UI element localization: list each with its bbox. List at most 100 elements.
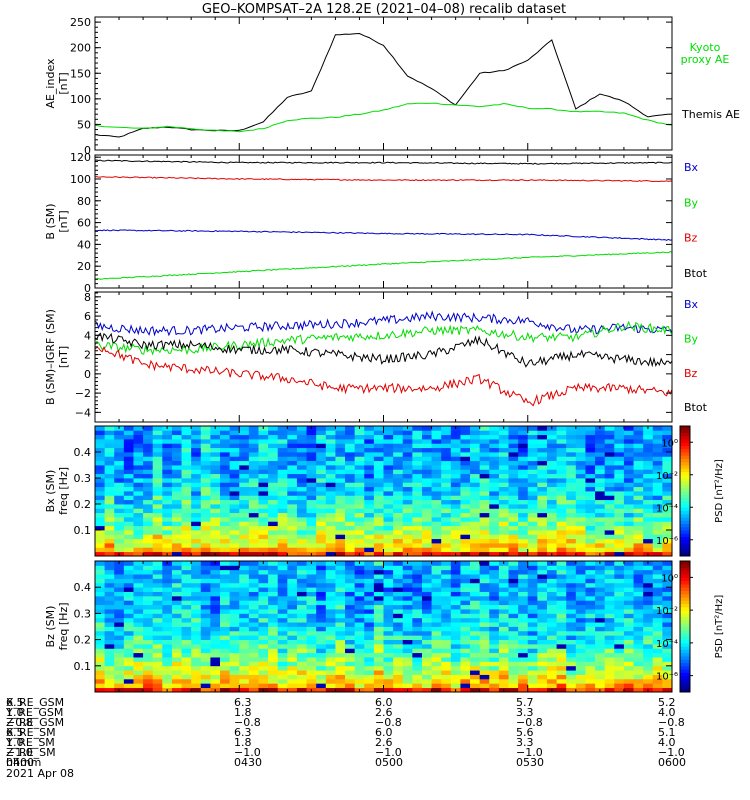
spectrogram-cell xyxy=(104,534,115,540)
spectrogram-cell xyxy=(258,626,269,632)
spectrogram-cell xyxy=(623,670,634,675)
spectrogram-cell xyxy=(239,657,250,662)
spectrogram-cell xyxy=(239,495,250,501)
spectrogram-cell xyxy=(421,609,432,614)
spectrogram-cell xyxy=(479,657,490,662)
spectrogram-cell xyxy=(306,635,317,640)
spectrogram-cell xyxy=(643,547,654,553)
spectrogram-cell xyxy=(133,504,144,509)
spectrogram-cell xyxy=(306,525,317,531)
spectrogram-cell xyxy=(393,530,404,535)
spectrogram-cell xyxy=(345,525,356,531)
y-tick-label: 0.2 xyxy=(74,498,92,511)
spectrogram-cell xyxy=(595,591,606,597)
spectrogram-cell xyxy=(498,473,509,479)
spectrogram-cell xyxy=(566,491,577,496)
spectrogram-cell xyxy=(210,495,221,501)
spectrogram-cell xyxy=(220,609,231,614)
spectrogram-cell xyxy=(133,582,144,588)
spectrogram-cell xyxy=(441,630,452,636)
spectrogram-cell xyxy=(595,613,606,619)
spectrogram-cell xyxy=(556,591,567,597)
spectrogram-cell xyxy=(614,434,625,440)
spectrogram-cell xyxy=(479,670,490,675)
spectrogram-cell xyxy=(585,447,596,453)
spectrogram-cell xyxy=(383,574,394,579)
spectrogram-cell xyxy=(498,587,509,592)
spectrogram-cell xyxy=(162,578,173,584)
spectrogram-cell xyxy=(364,434,375,440)
spectrogram-cell xyxy=(277,508,288,514)
spectrogram-cell xyxy=(325,447,336,453)
spectrogram-cell xyxy=(210,430,221,436)
colorbar-tick-label: 10⁰ xyxy=(661,573,678,584)
spectrogram-cell xyxy=(306,565,317,571)
spectrogram-cell xyxy=(604,661,615,667)
spectrogram-cell xyxy=(325,600,336,606)
spectrogram-cell xyxy=(450,648,461,654)
spectrogram-cell xyxy=(556,534,567,540)
spectrogram-cell xyxy=(248,613,259,619)
spectrogram-cell xyxy=(508,657,519,662)
spectrogram-cell xyxy=(383,447,394,453)
spectrogram-cell xyxy=(643,499,654,505)
spectrogram-cell xyxy=(325,525,336,531)
spectrogram-cell xyxy=(268,551,279,557)
spectrogram-cell xyxy=(229,595,240,601)
spectrogram-cell xyxy=(431,617,442,623)
spectrogram-cell xyxy=(393,683,404,689)
spectrogram-cell xyxy=(585,565,596,571)
spectrogram-cell xyxy=(479,469,490,475)
spectrogram-cell xyxy=(566,456,577,462)
spectrogram-cell xyxy=(296,674,307,680)
spectrogram-cell xyxy=(479,661,490,667)
spectrogram-cell xyxy=(181,551,192,557)
spectrogram-cell xyxy=(546,530,557,535)
spectrogram-cell xyxy=(595,569,606,575)
spectrogram-cell xyxy=(200,530,211,535)
spectrogram-cell xyxy=(191,683,202,689)
spectrogram-cell xyxy=(181,543,192,548)
spectrogram-cell xyxy=(479,591,490,597)
spectrogram-cell xyxy=(306,478,317,483)
spectrogram-cell xyxy=(258,521,269,527)
spectrogram-cell xyxy=(248,591,259,597)
spectrogram-cell xyxy=(162,473,173,479)
spectrogram-cell xyxy=(210,582,221,588)
spectrogram-cell xyxy=(345,430,356,436)
spectrogram-cell xyxy=(604,600,615,606)
ephemeris-value: −0.8 xyxy=(234,716,261,729)
spectrogram-cell xyxy=(470,674,481,680)
spectrogram-cell xyxy=(268,613,279,619)
spectrogram-cell xyxy=(393,499,404,505)
spectrogram-cell xyxy=(604,478,615,483)
spectrogram-cell xyxy=(316,530,327,535)
spectrogram-cell xyxy=(527,643,538,649)
spectrogram-cell xyxy=(421,587,432,592)
spectrogram-cell xyxy=(200,561,211,566)
spectrogram-cell xyxy=(316,491,327,496)
spectrogram-cell xyxy=(460,565,471,571)
colorbar-step xyxy=(680,659,690,664)
spectrogram-cell xyxy=(171,434,182,440)
spectrogram-cell xyxy=(191,674,202,680)
spectrogram-cell xyxy=(383,465,394,470)
spectrogram-cell xyxy=(623,525,634,531)
spectrogram-cell xyxy=(210,508,221,514)
spectrogram-cell xyxy=(181,547,192,553)
spectrogram-cell xyxy=(133,678,144,684)
spectrogram-cell xyxy=(643,648,654,654)
spectrogram-cell xyxy=(470,491,481,496)
spectrogram-cell xyxy=(633,538,644,544)
spectrogram-cell xyxy=(460,469,471,475)
spectrogram-cell xyxy=(268,508,279,514)
spectrogram-cell xyxy=(604,443,615,449)
spectrogram-cell xyxy=(537,482,548,488)
spectrogram-cell xyxy=(633,482,644,488)
spectrogram-cell xyxy=(287,604,298,610)
spectrogram-cell xyxy=(277,460,288,466)
spectrogram-cell xyxy=(460,491,471,496)
spectrogram-cell xyxy=(162,587,173,592)
spectrogram-cell xyxy=(489,574,500,579)
spectrogram-cell xyxy=(633,652,644,658)
